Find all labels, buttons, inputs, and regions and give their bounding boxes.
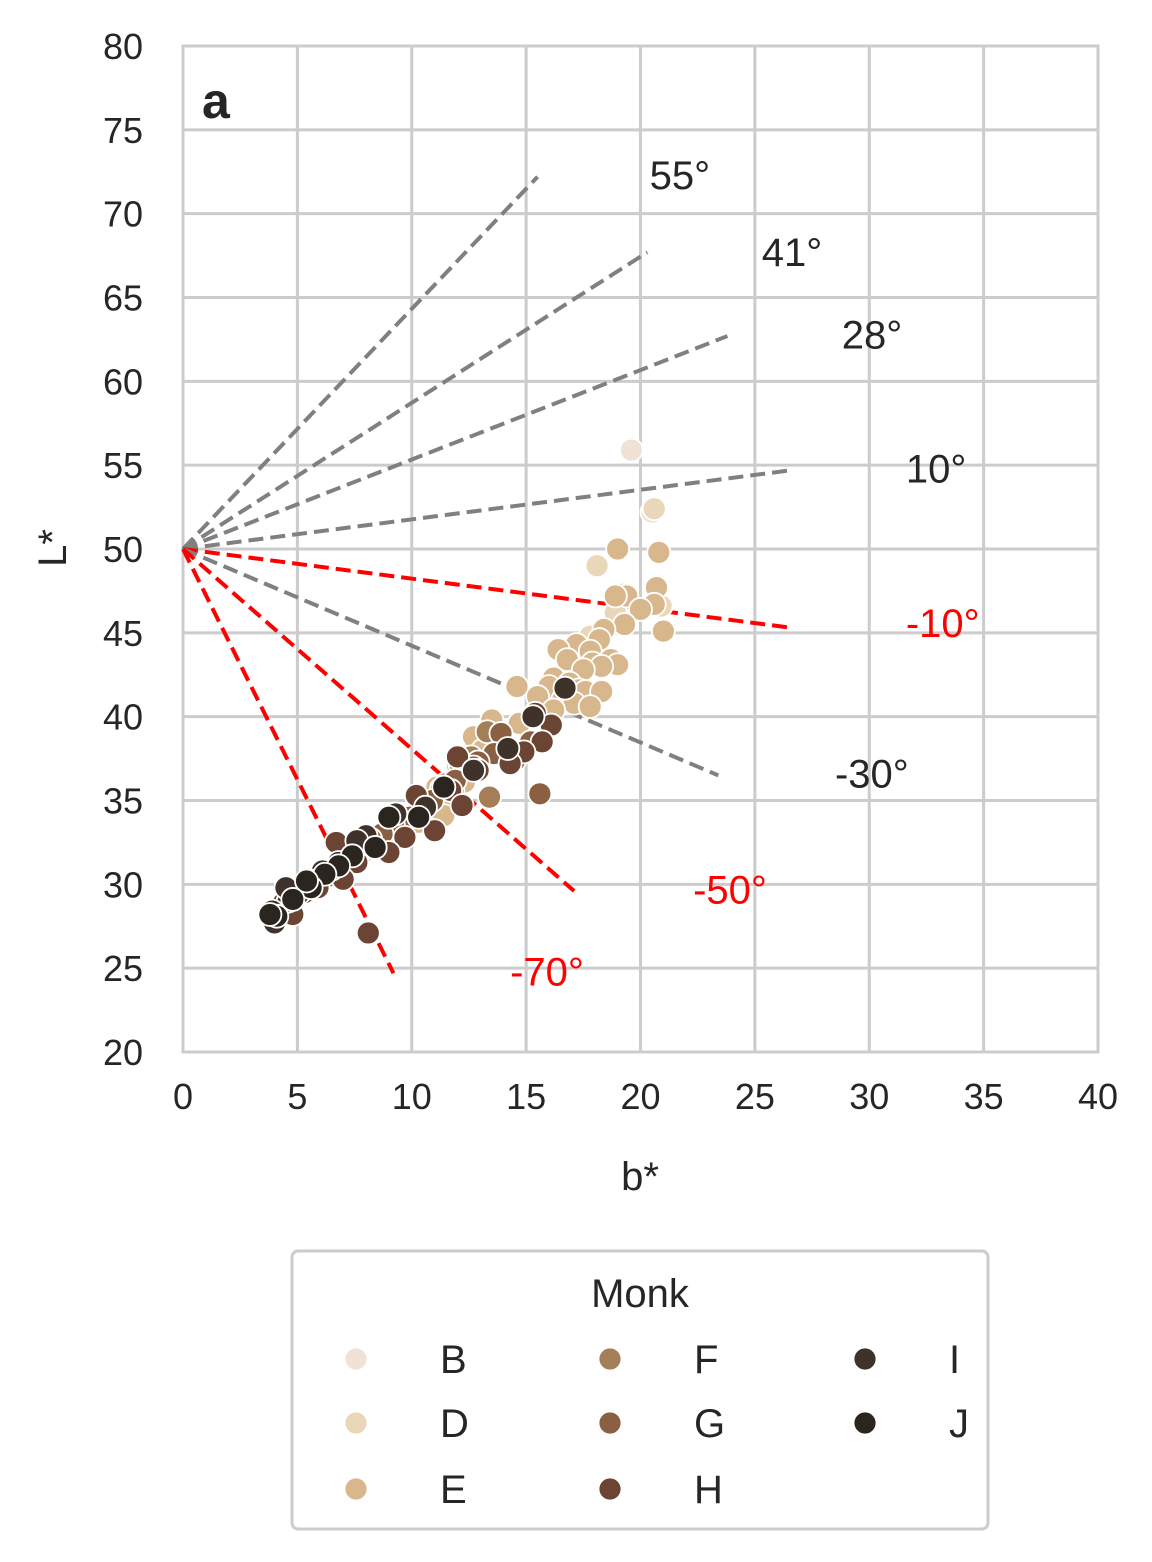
y-tick-label: 55: [103, 445, 143, 486]
data-point-j: [376, 804, 402, 830]
x-tick-label: 30: [849, 1076, 889, 1117]
legend-label-i: I: [949, 1338, 960, 1382]
data-point-i: [461, 757, 486, 783]
data-point-f: [477, 784, 502, 810]
reference-line-10: [182, 468, 792, 551]
data-point-e: [605, 536, 631, 562]
data-point-i: [520, 704, 546, 730]
y-tick-label: 30: [103, 864, 143, 905]
axis-ticks: 0 5 10 15 20 25 30 35 40 20 25 30 35 40 45 50 55 60 65 70 75…: [103, 26, 1118, 1117]
data-point-h: [445, 744, 470, 770]
angle-label: -70°: [510, 951, 584, 995]
data-point-i: [495, 736, 521, 761]
x-tick-label: 20: [620, 1076, 660, 1117]
legend-title: Monk: [591, 1272, 690, 1316]
data-point-e: [628, 596, 653, 622]
data-point-e: [650, 618, 676, 644]
angle-label: 10°: [906, 448, 967, 492]
y-tick-label: 40: [103, 697, 143, 738]
grid-lines: [181, 44, 1100, 1054]
legend-marker-h: [597, 1476, 623, 1502]
data-point-e: [602, 583, 628, 609]
y-tick-label: 25: [103, 948, 143, 989]
y-tick-label: 20: [103, 1032, 143, 1073]
x-tick-label: 40: [1078, 1076, 1118, 1117]
legend-label-b: B: [440, 1338, 467, 1382]
angle-label: 41°: [762, 231, 823, 275]
angle-label: 28°: [842, 313, 903, 357]
legend-marker-i: [852, 1346, 878, 1372]
angle-label: -10°: [906, 602, 980, 646]
reference-line-55: [181, 175, 540, 551]
y-tick-label: 65: [103, 278, 143, 319]
data-point-e: [577, 694, 603, 720]
data-point-j: [431, 774, 457, 800]
data-points: [257, 437, 676, 946]
y-tick-label: 35: [103, 781, 143, 822]
legend-label-h: H: [694, 1468, 723, 1512]
data-point-d: [641, 496, 667, 522]
angle-reference-lines: [181, 175, 792, 975]
x-tick-label: 10: [392, 1076, 432, 1117]
y-tick-label: 80: [103, 26, 143, 67]
legend-marker-g: [597, 1410, 623, 1436]
x-tick-label: 5: [287, 1076, 307, 1117]
y-tick-label: 45: [103, 613, 143, 654]
y-tick-label: 70: [103, 194, 143, 235]
data-point-h: [355, 920, 381, 946]
data-point-g: [527, 781, 553, 807]
x-tick-label: 15: [506, 1076, 546, 1117]
y-tick-label: 60: [103, 361, 143, 402]
reference-line-minus10: [182, 547, 792, 630]
data-point-j: [362, 835, 388, 860]
legend-label-d: D: [440, 1402, 469, 1446]
data-point-j: [257, 902, 283, 927]
data-point-j: [406, 804, 432, 830]
y-tick-label: 50: [103, 529, 143, 570]
data-point-i: [552, 675, 578, 701]
legend-items: BDE FGH IJ: [343, 1338, 969, 1512]
x-axis-label: b*: [621, 1155, 659, 1199]
x-tick-label: 25: [735, 1076, 775, 1117]
data-point-j: [294, 868, 319, 894]
reference-line-minus30: [182, 547, 720, 778]
legend-marker-j: [852, 1410, 878, 1436]
legend-marker-e: [343, 1476, 369, 1502]
y-axis-label: L*: [31, 529, 75, 567]
data-point-e: [612, 612, 637, 637]
legend-marker-d: [343, 1410, 369, 1436]
data-point-b: [618, 437, 644, 463]
legend-label-f: F: [694, 1338, 718, 1382]
legend-label-j: J: [949, 1402, 969, 1446]
legend-box: [290, 1249, 990, 1531]
y-tick-label: 75: [103, 110, 143, 151]
data-point-h: [392, 824, 418, 850]
legend-label-e: E: [440, 1468, 467, 1512]
reference-line-41: [181, 250, 649, 551]
x-tick-label: 0: [173, 1076, 193, 1117]
legend-marker-f: [597, 1346, 623, 1372]
data-point-j: [280, 887, 306, 912]
legend: Monk BDE FGH IJ: [290, 1249, 990, 1531]
x-tick-label: 35: [964, 1076, 1004, 1117]
data-point-e: [504, 674, 530, 699]
legend-label-g: G: [694, 1402, 725, 1446]
data-point-h: [422, 818, 448, 844]
angle-label: -50°: [693, 868, 767, 912]
angle-label: -30°: [835, 753, 909, 797]
angle-label: 55°: [650, 154, 711, 198]
reference-line-28: [182, 334, 729, 551]
legend-marker-b: [343, 1346, 369, 1372]
data-point-h: [449, 793, 475, 818]
reference-line-minus70: [181, 548, 396, 975]
panel-label: a: [202, 73, 231, 129]
data-point-e: [646, 539, 672, 565]
data-point-d: [584, 553, 610, 579]
angle-labels: 55° 41° 28° 10° -10° -30° -50° -70°: [510, 154, 980, 994]
